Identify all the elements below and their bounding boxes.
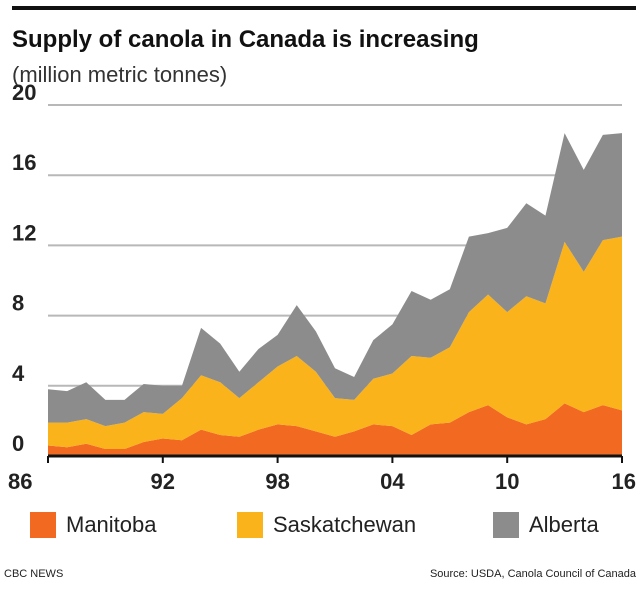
legend-label-alberta: Alberta: [529, 512, 599, 537]
axes: [47, 454, 623, 463]
legend-item-manitoba: Manitoba: [30, 510, 157, 540]
area-alberta: [48, 133, 622, 427]
chart-subtitle: (million metric tonnes): [12, 62, 228, 87]
y-tick-label-4: 4: [12, 361, 25, 386]
x-tick-label-04: 04: [380, 469, 405, 494]
x-tick-label-92: 92: [151, 469, 175, 494]
area-saskatchewan: [48, 236, 622, 449]
area-manitoba: [48, 403, 622, 456]
legend-item-saskatchewan: Saskatchewan: [237, 510, 416, 540]
chart-title: Supply of canola in Canada is increasing: [12, 26, 479, 53]
x-tick-label-10: 10: [495, 469, 519, 494]
y-tick-label-20: 20: [12, 80, 36, 105]
top-rule: [12, 6, 636, 10]
legend-label-saskatchewan: Saskatchewan: [273, 512, 417, 537]
legend-item-alberta: Alberta: [493, 510, 599, 540]
x-tick-label-98: 98: [265, 469, 289, 494]
y-tick-label-0: 0: [12, 431, 24, 456]
x-tick-label-86: 86: [8, 469, 32, 494]
x-tick-label-16: 16: [612, 469, 636, 494]
news-credit: CBC NEWS: [4, 568, 64, 580]
y-tick-label-12: 12: [12, 220, 36, 245]
legend-swatch-alberta: [493, 512, 519, 538]
legend-swatch-saskatchewan: [237, 512, 263, 538]
legend-swatch-manitoba: [30, 512, 56, 538]
y-tick-label-16: 16: [12, 150, 36, 175]
legend-label-manitoba: Manitoba: [66, 512, 157, 537]
legend: Manitoba Saskatchewan Alberta: [0, 510, 642, 540]
source-note: Source: USDA, Canola Council of Canada: [429, 568, 636, 580]
area-series: [48, 133, 622, 456]
y-tick-label-8: 8: [12, 291, 24, 316]
